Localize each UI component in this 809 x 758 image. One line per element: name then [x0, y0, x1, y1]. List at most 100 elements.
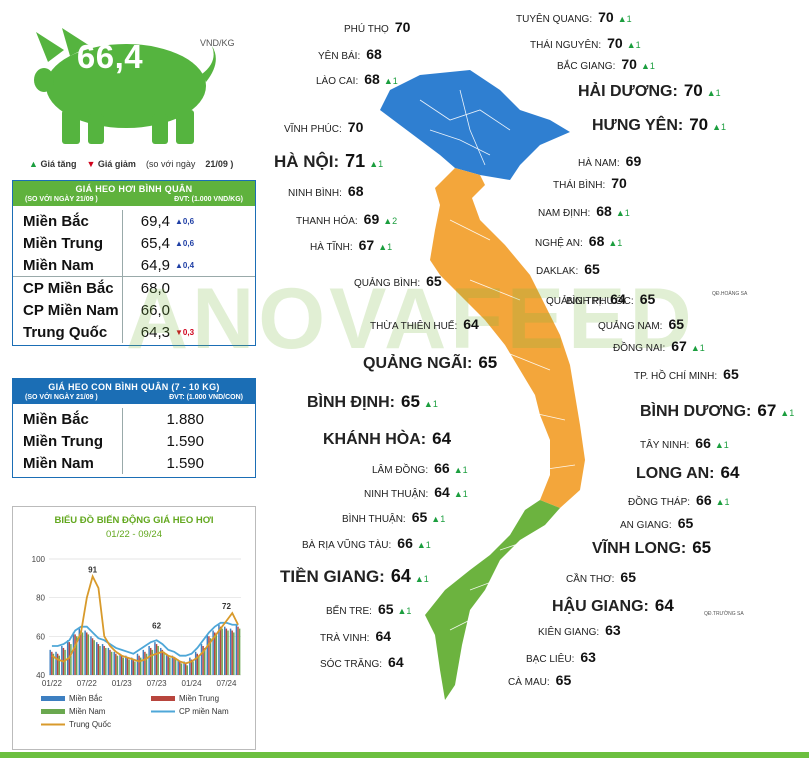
province-price: 64: [720, 463, 740, 482]
province-price: 70: [598, 9, 614, 25]
price-change: ▲0,6: [175, 238, 195, 248]
province-change: ▲1: [369, 159, 384, 169]
province-price-label: YÊN BÁI: 68: [318, 47, 382, 63]
province-price-label: QUẢNG BÌNH: 65: [354, 274, 442, 290]
hog-price-row: CP Miền Nam 66,0: [13, 299, 255, 321]
province-price-label: KIÊN GIANG: 63: [538, 623, 621, 639]
bar-2-23: [186, 665, 188, 675]
bar-1-4: [74, 634, 76, 675]
province-price-label: THÁI BÌNH: 70: [553, 176, 627, 192]
province-price: 65: [411, 509, 428, 525]
bar-0-26: [200, 644, 203, 675]
piglet-table-compare: (SO VỚI NGÀY 21/09 ): [25, 394, 98, 401]
bar-2-25: [198, 655, 200, 675]
province-price-label: HƯNG YÊN: 70 ▲1: [592, 116, 726, 134]
region-price: 65,4: [140, 234, 170, 252]
legend-label: Miền Nam: [69, 707, 106, 716]
hog-table-header: GIÁ HEO HƠI BÌNH QUÂN (SO VỚI NGÀY 21/09…: [13, 181, 255, 206]
bar-2-16: [145, 653, 148, 675]
up-label: Giá tăng: [40, 159, 77, 169]
province-name: VĨNH PHÚC:: [284, 124, 342, 135]
province-price: 70: [621, 56, 637, 72]
legend-note: (so với ngày: [145, 159, 196, 169]
bar-1-19: [161, 649, 164, 675]
hog-price-row: Miền Trung 65,4 ▲0,6: [13, 232, 255, 254]
bar-1-27: [208, 636, 210, 675]
province-price-label: BẮC GIANG: 70 ▲1: [557, 57, 655, 73]
province-price-label: LONG AN: 64: [636, 464, 739, 482]
bar-0-23: [183, 661, 185, 675]
bar-1-31: [231, 630, 233, 675]
bar-0-31: [229, 628, 232, 675]
bar-1-18: [155, 644, 158, 675]
bar-0-25: [194, 651, 197, 675]
province-price-label: QUẢNG TRỊ: 64: [546, 292, 626, 308]
annotation-label: 91: [88, 565, 97, 574]
bar-0-32: [235, 624, 238, 675]
price-change: ▼0,3: [175, 327, 195, 337]
bar-1-7: [91, 638, 94, 675]
province-name: TÂY NINH:: [640, 440, 690, 451]
bar-2-13: [128, 659, 130, 675]
region-name: Trung Quốc: [13, 321, 123, 343]
bar-2-28: [215, 634, 218, 675]
y-tick-label: 60: [36, 632, 45, 641]
bar-1-23: [184, 663, 187, 675]
province-name: BÀ RỊA VŨNG TÀU:: [302, 540, 392, 551]
province-name: BÌNH PHƯỚC:: [566, 296, 634, 307]
bar-1-26: [202, 646, 204, 675]
province-name: THỪA THIÊN HUẾ:: [370, 321, 458, 332]
province-price-label: TRÀ VINH: 64: [320, 629, 391, 645]
price-legend: ▲ Giá tăng ▼ Giá giảm (so với ngày 21/09…: [29, 159, 233, 169]
province-change: ▲1: [712, 122, 727, 132]
province-price: 63: [605, 622, 621, 638]
hog-price-row: Miền Nam 64,9 ▲0,4: [13, 254, 255, 276]
annotation-label: 62: [152, 621, 161, 630]
province-name: BÌNH DƯƠNG:: [640, 403, 752, 420]
province-price-label: TÂY NINH: 66 ▲1: [640, 436, 729, 452]
province-name: THÁI NGUYÊN:: [530, 40, 602, 51]
bar-0-8: [96, 642, 98, 675]
province-price: 64: [388, 654, 404, 670]
province-price: 68: [366, 46, 382, 62]
bar-0-21: [171, 655, 174, 675]
bar-2-15: [139, 657, 142, 675]
province-name: ĐỒNG NAI:: [613, 343, 666, 354]
x-tick-label: 07/24: [216, 679, 237, 688]
province-change: ▲1: [383, 76, 398, 86]
island-hoang-sa: QĐ.HOÀNG SA: [712, 291, 748, 297]
province-price: 64: [610, 291, 626, 307]
bar-0-0: [49, 649, 51, 675]
province-price: 65: [677, 515, 694, 531]
bar-2-26: [203, 647, 206, 675]
province-change: ▲1: [690, 343, 705, 353]
province-price: 63: [580, 649, 596, 665]
region-price: 69,4: [140, 212, 170, 230]
province-name: KIÊN GIANG:: [538, 627, 600, 638]
hog-table-compare: (SO VỚI NGÀY 21/09 ): [25, 196, 98, 203]
province-price: 70: [347, 119, 364, 135]
bar-1-9: [103, 646, 105, 675]
bar-2-0: [52, 653, 55, 675]
bar-2-6: [87, 634, 90, 675]
bar-0-15: [136, 653, 139, 675]
province-price: 65: [692, 538, 712, 557]
bar-2-21: [174, 659, 177, 675]
bar-0-29: [218, 624, 220, 675]
up-triangle-icon: ▲: [29, 159, 38, 169]
island-truong-sa: QĐ.TRƯỜNG SA: [704, 611, 744, 617]
province-price: 64: [654, 596, 674, 615]
bar-2-2: [64, 649, 66, 675]
bar-2-14: [134, 661, 136, 675]
province-price: 68: [596, 203, 612, 219]
bar-0-14: [130, 657, 133, 675]
line-series-1: [51, 573, 239, 665]
province-price: 67: [358, 237, 375, 253]
region-name: Miền Nam: [13, 452, 123, 474]
province-price: 70: [689, 115, 709, 134]
region-name: Miền Trung: [13, 430, 123, 452]
province-price-label: LÀO CAI: 68 ▲1: [316, 72, 398, 88]
bar-2-19: [163, 651, 165, 675]
bar-2-8: [99, 646, 101, 675]
province-price-label: NAM ĐỊNH: 68 ▲1: [538, 204, 630, 220]
